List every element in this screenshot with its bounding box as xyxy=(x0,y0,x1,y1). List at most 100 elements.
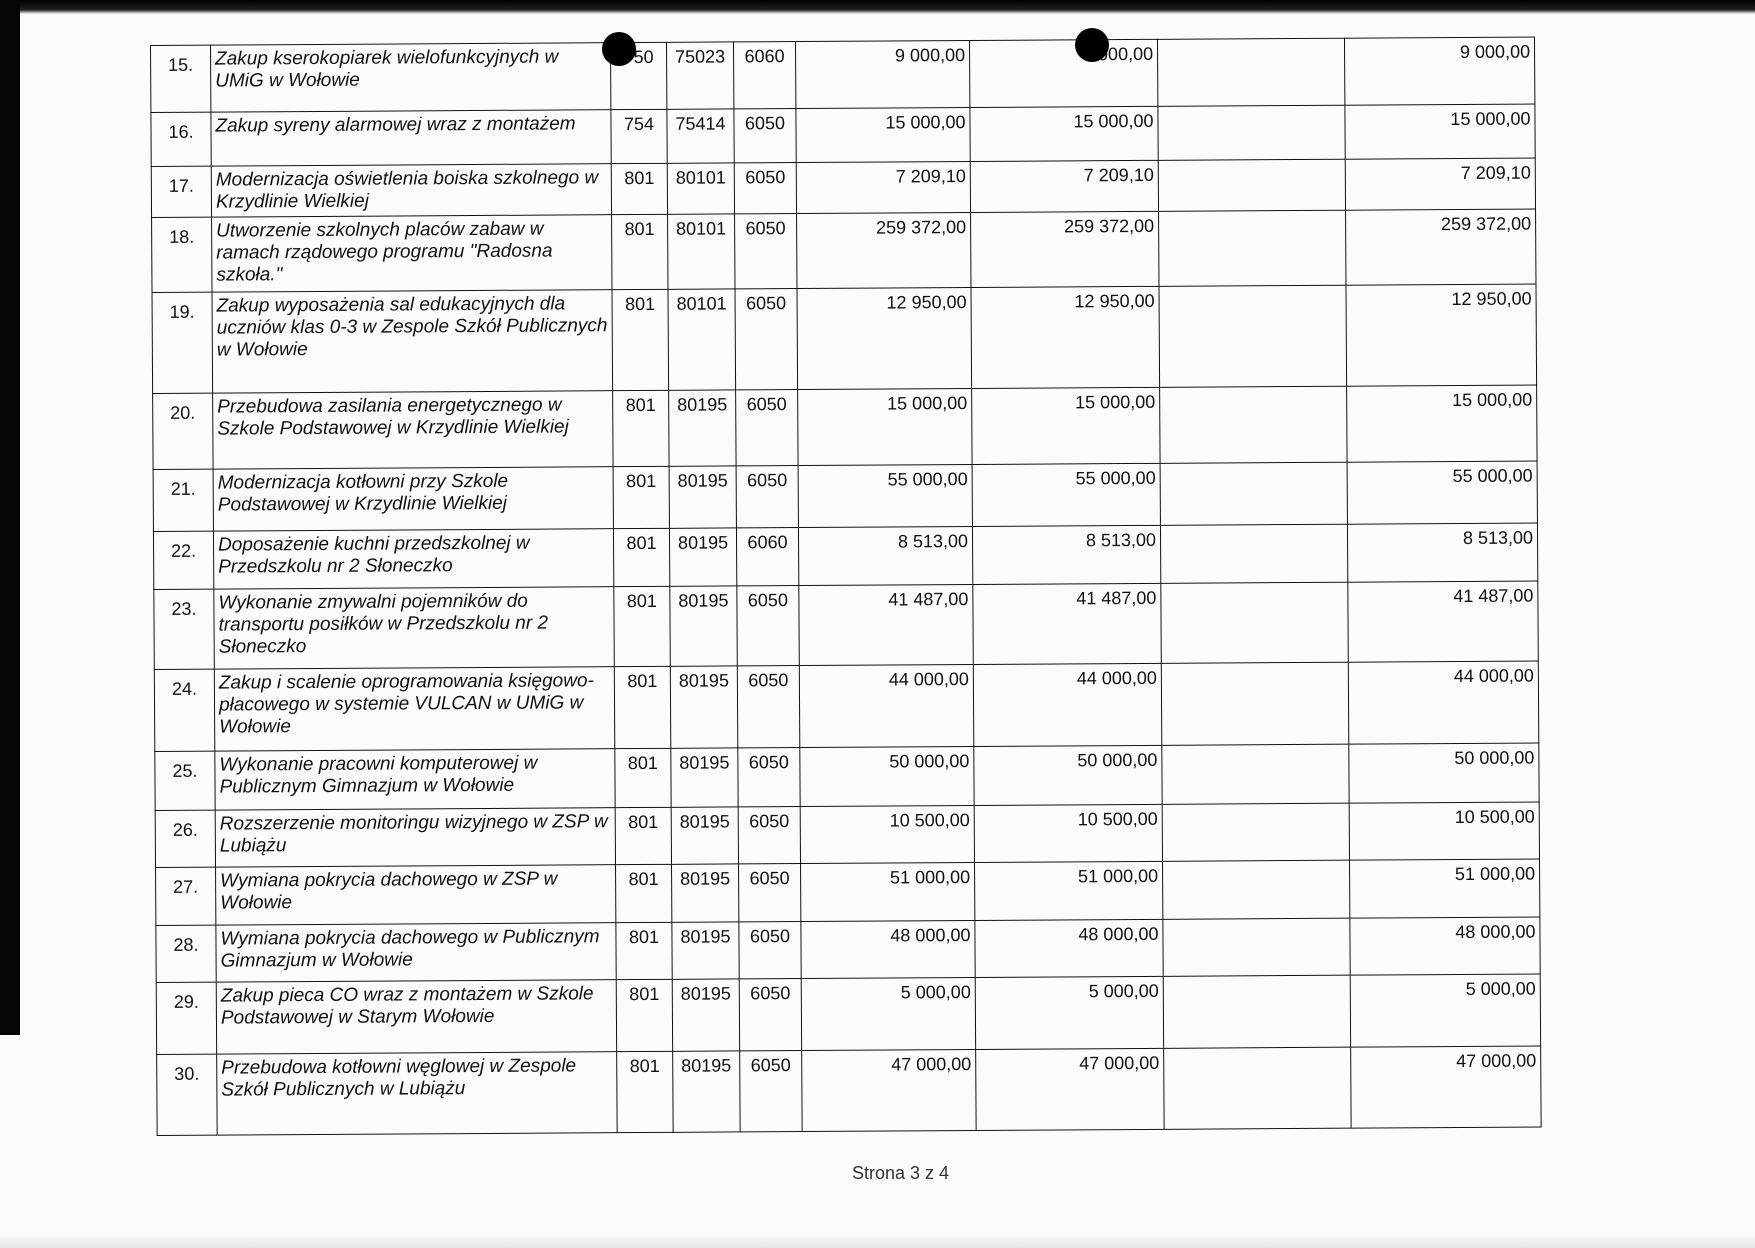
page-number: Strona 3 z 4 xyxy=(852,1163,950,1183)
amount-budget: 10 500,00 xyxy=(1349,802,1540,861)
paragraf: 6050 xyxy=(734,213,797,289)
amount-budget: 41 487,00 xyxy=(1347,581,1539,663)
row-number: 27. xyxy=(155,867,216,926)
amount-planned: 259 372,00 xyxy=(796,212,971,289)
amount-other xyxy=(1163,1047,1352,1130)
amount-budget: 15 000,00 xyxy=(1346,385,1538,463)
task-description: Wymiana pokrycia dachowego w ZSP w Wołow… xyxy=(215,864,616,926)
row-number: 18. xyxy=(151,217,213,293)
row-number: 30. xyxy=(156,1054,218,1136)
amount-other xyxy=(1163,975,1351,1049)
amount-other xyxy=(1161,662,1349,746)
rozdzial: 75023 xyxy=(666,41,734,110)
dzial: 801 xyxy=(616,979,673,1052)
amount-budget: 15 000,00 xyxy=(1344,104,1536,160)
rozdzial: 80195 xyxy=(671,863,739,923)
paragraf: 6060 xyxy=(736,527,799,586)
paragraf: 6050 xyxy=(738,806,801,864)
row-number: 19. xyxy=(152,292,213,394)
row-number: 15. xyxy=(150,45,211,113)
amount-total: 44 000,00 xyxy=(973,663,1162,747)
amount-planned: 8 513,00 xyxy=(798,526,973,586)
dzial: 801 xyxy=(614,748,672,808)
table-row: 26. Rozszerzenie monitoringu wizyjnego w … xyxy=(155,802,1540,868)
table-row: 23. Wykonanie zmywalni pojemników do tran… xyxy=(153,581,1539,670)
task-description: Zakup wyposażenia sal edukacyjnych dla u… xyxy=(212,289,613,394)
amount-total: 15 000,00 xyxy=(969,106,1159,162)
paragraf: 6050 xyxy=(739,1050,803,1132)
amount-planned: 9 000,00 xyxy=(795,40,970,109)
scan-edge-bottom xyxy=(0,1234,1755,1248)
dzial: 754 xyxy=(610,109,668,164)
amount-other xyxy=(1158,285,1347,388)
task-description: Doposażenie kuchni przedszkolnej w Przed… xyxy=(213,528,614,590)
amount-budget: 47 000,00 xyxy=(1350,1046,1542,1129)
amount-budget: 12 950,00 xyxy=(1345,284,1537,387)
paragraf: 6050 xyxy=(733,108,797,163)
amount-total: 55 000,00 xyxy=(972,463,1161,527)
rozdzial: 80195 xyxy=(670,747,739,808)
table-row: 27. Wymiana pokrycia dachowego w ZSP w Wo… xyxy=(155,859,1540,926)
task-description: Wykonanie zmywalni pojemników do transpo… xyxy=(213,586,615,670)
dzial: 801 xyxy=(615,807,672,865)
amount-budget: 8 513,00 xyxy=(1347,523,1538,583)
paragraf: 6050 xyxy=(735,288,798,390)
amount-total: 15 000,00 xyxy=(971,387,1161,465)
rozdzial: 80195 xyxy=(671,806,739,865)
amount-total: 50 000,00 xyxy=(973,745,1163,806)
amount-planned: 10 500,00 xyxy=(800,805,975,864)
amount-total: 7 209,10 xyxy=(970,160,1159,213)
amount-budget: 5 000,00 xyxy=(1350,974,1541,1048)
amount-total: 51 000,00 xyxy=(974,861,1163,921)
rozdzial: 80195 xyxy=(669,465,737,529)
amount-total: 48 000,00 xyxy=(974,919,1164,978)
amount-planned: 51 000,00 xyxy=(800,862,975,922)
table-row: 16. Zakup syreny alarmowej wraz z montaże… xyxy=(150,104,1536,167)
dzial: 801 xyxy=(616,1051,674,1133)
task-description: Przebudowa kotłowni węglowej w Zespole S… xyxy=(216,1051,618,1136)
amount-planned: 15 000,00 xyxy=(797,388,973,466)
amount-total: 41 487,00 xyxy=(972,583,1162,665)
amount-other xyxy=(1158,210,1346,287)
row-number: 16. xyxy=(150,112,212,167)
amount-planned: 48 000,00 xyxy=(800,920,976,979)
amount-planned: 44 000,00 xyxy=(799,664,974,748)
paragraf: 6060 xyxy=(733,41,796,109)
task-description: Utworzenie szkolnych placów zabaw w rama… xyxy=(211,214,613,293)
amount-total: 259 372,00 xyxy=(970,211,1159,288)
row-number: 24. xyxy=(154,669,215,752)
amount-other xyxy=(1160,524,1348,584)
dzial: 801 xyxy=(612,390,670,467)
amount-planned: 47 000,00 xyxy=(801,1049,977,1132)
dzial: 801 xyxy=(613,586,671,667)
scan-edge-top xyxy=(0,0,1755,14)
row-number: 28. xyxy=(155,925,217,983)
paragraf: 6050 xyxy=(736,585,800,666)
dzial: 801 xyxy=(611,214,669,290)
amount-other xyxy=(1162,918,1351,977)
punch-hole xyxy=(1075,28,1109,62)
table-row: 18. Utworzenie szkolnych placów zabaw w r… xyxy=(151,209,1536,293)
row-number: 25. xyxy=(154,751,216,811)
paragraf: 6050 xyxy=(737,665,800,748)
row-number: 23. xyxy=(153,589,215,670)
table-row: 24. Zakup i scalenie oprogramowania księg… xyxy=(154,661,1539,752)
punch-hole xyxy=(602,32,636,66)
table-row: 29. Zakup pieca CO wraz z montażem w Szko… xyxy=(156,974,1541,1055)
row-number: 22. xyxy=(153,531,214,590)
amount-planned: 5 000,00 xyxy=(801,977,976,1051)
amount-budget: 48 000,00 xyxy=(1349,917,1541,976)
dzial: 801 xyxy=(612,289,669,391)
task-description: Wymiana pokrycia dachowego w Publicznym … xyxy=(215,922,617,983)
rozdzial: 80101 xyxy=(668,288,736,391)
amount-total: 9 000,00 xyxy=(969,39,1158,108)
amount-other xyxy=(1160,462,1348,526)
rozdzial: 75414 xyxy=(666,108,735,164)
amount-other xyxy=(1162,860,1350,920)
task-description: Zakup kserokopiarek wielofunkcyjnych w U… xyxy=(210,42,611,113)
amount-total: 5 000,00 xyxy=(975,976,1164,1050)
paragraf: 6050 xyxy=(737,747,801,807)
amount-total: 12 950,00 xyxy=(970,286,1160,389)
table-row: 22. Doposażenie kuchni przedszkolnej w Pr… xyxy=(153,523,1538,590)
table-row: 21. Modernizacja kotłowni przy Szkole Pod… xyxy=(153,461,1538,532)
